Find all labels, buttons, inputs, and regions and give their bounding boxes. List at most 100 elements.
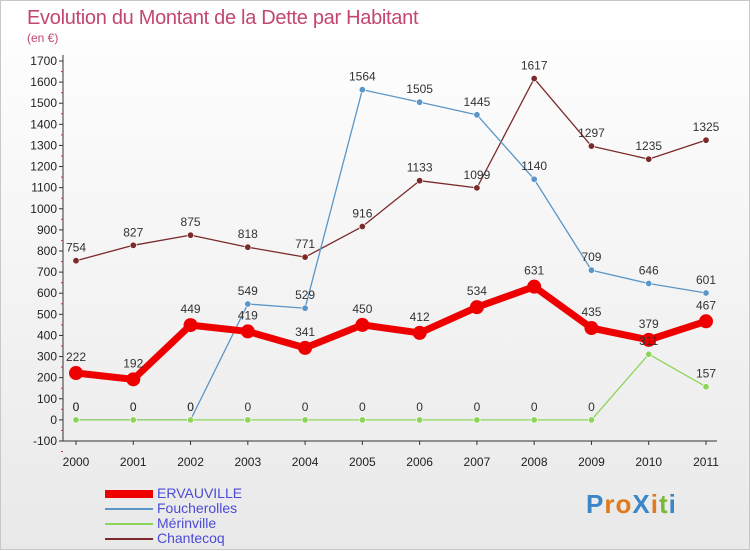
data-label: 0 bbox=[474, 400, 481, 414]
x-tick-label: 2001 bbox=[120, 455, 147, 469]
x-tick-label: 2010 bbox=[635, 455, 662, 469]
data-label: 0 bbox=[359, 400, 366, 414]
data-point bbox=[72, 416, 80, 424]
data-point bbox=[527, 279, 542, 294]
data-point bbox=[187, 231, 195, 239]
x-tick-label: 2011 bbox=[693, 455, 719, 469]
data-label: 419 bbox=[238, 308, 258, 322]
data-point bbox=[702, 289, 710, 297]
data-point bbox=[244, 300, 252, 308]
data-label: 467 bbox=[696, 298, 716, 312]
data-label: 709 bbox=[581, 250, 601, 264]
data-label: 754 bbox=[66, 241, 86, 255]
y-tick-label: 300 bbox=[37, 350, 57, 364]
data-point bbox=[587, 266, 595, 274]
data-label: 311 bbox=[639, 334, 658, 348]
data-label: 0 bbox=[73, 400, 80, 414]
series-line-chantecoq bbox=[75, 77, 707, 262]
data-label: 1297 bbox=[578, 126, 605, 140]
y-tick-label: 400 bbox=[37, 328, 57, 342]
data-label: 0 bbox=[302, 400, 309, 414]
data-label: 0 bbox=[130, 400, 137, 414]
data-label: 771 bbox=[295, 237, 315, 251]
data-label: 1099 bbox=[464, 168, 491, 182]
proxiti-logo: ProXiti bbox=[586, 489, 677, 519]
chart-title: Evolution du Montant de la Dette par Hab… bbox=[27, 7, 419, 29]
y-tick-label: -100 bbox=[33, 434, 57, 448]
data-point bbox=[358, 86, 366, 94]
series-line-foucherolles bbox=[75, 89, 707, 421]
x-tick-label: 2003 bbox=[234, 455, 261, 469]
data-label: 0 bbox=[130, 400, 137, 414]
y-tick-label: 800 bbox=[37, 244, 57, 258]
data-point bbox=[473, 416, 481, 424]
y-tick-label: 1300 bbox=[30, 138, 57, 152]
data-label: 0 bbox=[416, 400, 423, 414]
data-point bbox=[587, 416, 595, 424]
x-tick-label: 2000 bbox=[63, 455, 90, 469]
x-tick-label: 2005 bbox=[349, 455, 376, 469]
legend-label: Chantecoq bbox=[157, 530, 225, 546]
y-tick-label: 700 bbox=[37, 265, 57, 279]
data-point bbox=[530, 416, 538, 424]
y-tick-label: 1200 bbox=[30, 160, 57, 174]
data-label: 0 bbox=[73, 400, 80, 414]
unit-label: (en €) bbox=[27, 31, 59, 45]
x-tick-label: 2008 bbox=[521, 455, 548, 469]
data-point bbox=[358, 416, 366, 424]
data-point bbox=[301, 253, 309, 261]
data-label: 341 bbox=[295, 325, 315, 339]
data-point bbox=[240, 324, 255, 339]
data-label: 435 bbox=[581, 305, 601, 319]
y-tick-label: 1600 bbox=[30, 75, 57, 89]
data-point bbox=[469, 300, 484, 315]
data-point bbox=[587, 142, 595, 150]
data-label: 549 bbox=[238, 284, 258, 298]
data-label: 1133 bbox=[407, 161, 433, 175]
x-tick-label: 2004 bbox=[292, 455, 319, 469]
legend-label: Foucherolles bbox=[157, 500, 238, 516]
data-label: 1564 bbox=[349, 70, 376, 84]
data-point bbox=[645, 155, 653, 163]
legend-swatch bbox=[105, 490, 153, 498]
data-label: 0 bbox=[187, 400, 194, 414]
data-label: 529 bbox=[295, 288, 315, 302]
data-label: 818 bbox=[238, 227, 258, 241]
data-label: 601 bbox=[696, 273, 716, 287]
data-point bbox=[126, 372, 141, 387]
data-label: 1235 bbox=[635, 139, 662, 153]
data-point bbox=[72, 257, 80, 265]
data-point bbox=[301, 304, 309, 312]
y-tick-label: 900 bbox=[37, 223, 57, 237]
series-line-ervauville bbox=[72, 283, 710, 383]
data-label: 379 bbox=[639, 317, 659, 331]
data-point bbox=[355, 317, 370, 332]
data-point bbox=[187, 416, 195, 424]
data-label: 875 bbox=[181, 215, 201, 229]
data-label: 1325 bbox=[693, 120, 720, 134]
data-label: 1505 bbox=[406, 82, 433, 96]
data-label: 412 bbox=[410, 310, 430, 324]
y-tick-label: 0 bbox=[50, 413, 57, 427]
data-point bbox=[129, 416, 137, 424]
data-label: 157 bbox=[696, 367, 716, 381]
data-label: 631 bbox=[524, 264, 544, 278]
y-tick-label: 500 bbox=[37, 307, 57, 321]
x-tick-label: 2007 bbox=[464, 455, 491, 469]
data-label: 222 bbox=[66, 350, 86, 364]
legend-swatch bbox=[105, 523, 153, 525]
data-point bbox=[645, 350, 653, 358]
data-point bbox=[473, 111, 481, 119]
y-tick-label: 200 bbox=[37, 371, 57, 385]
data-label: 0 bbox=[187, 400, 194, 414]
data-point bbox=[416, 177, 424, 185]
data-label: 534 bbox=[467, 284, 487, 298]
y-tick-label: 1100 bbox=[31, 181, 57, 195]
x-tick-label: 2002 bbox=[177, 455, 204, 469]
data-point bbox=[416, 98, 424, 106]
data-label: 450 bbox=[352, 302, 372, 316]
data-label: 916 bbox=[352, 207, 372, 221]
data-point bbox=[702, 383, 710, 391]
